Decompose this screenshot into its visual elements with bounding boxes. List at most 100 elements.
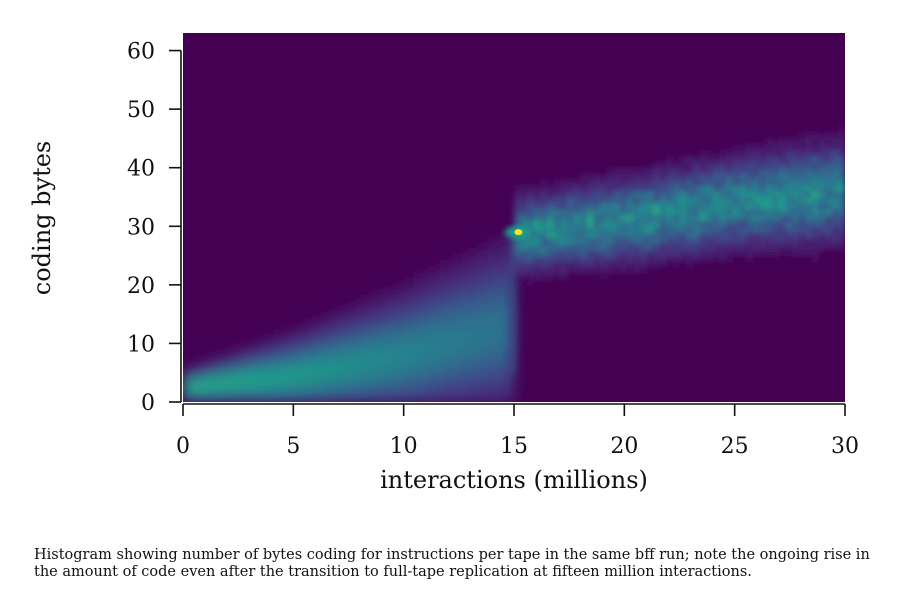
heatmap-cell <box>831 132 839 140</box>
heatmap-cell <box>831 150 839 157</box>
heatmap-cell <box>222 355 230 362</box>
heatmap-cell <box>441 267 449 274</box>
heatmap-cell <box>480 302 489 309</box>
heatmap-cell <box>778 156 787 163</box>
heatmap-cell <box>381 355 389 362</box>
heatmap-cell <box>772 150 780 157</box>
heatmap-cell <box>394 296 403 304</box>
heatmap-cell <box>778 161 787 169</box>
heatmap-cell <box>573 249 581 257</box>
heatmap-cell <box>447 284 456 292</box>
heatmap-cell <box>434 308 442 315</box>
heatmap-cell <box>679 156 687 163</box>
heatmap-cell <box>328 384 336 391</box>
heatmap-cell <box>785 167 793 175</box>
heatmap-cell <box>798 220 806 227</box>
heatmap-cell <box>514 191 522 198</box>
heatmap-cell <box>249 396 257 402</box>
heatmap-cell <box>441 279 449 286</box>
heatmap-cell <box>719 173 727 181</box>
heatmap-cell <box>222 384 230 391</box>
heatmap-cell <box>474 355 482 362</box>
heatmap-cell <box>302 378 310 386</box>
heatmap-cell <box>619 220 628 227</box>
heatmap-cell <box>659 214 667 222</box>
heatmap-cell <box>626 220 634 227</box>
heatmap-cell <box>825 191 833 198</box>
heatmap-cell <box>388 296 396 304</box>
heatmap-cell <box>275 331 283 339</box>
heatmap-cell <box>666 255 674 263</box>
heatmap-cell <box>427 343 436 350</box>
heatmap-cell <box>282 390 290 397</box>
heatmap-cell <box>725 156 734 163</box>
heatmap-cell <box>288 349 297 356</box>
heatmap-cell <box>328 378 336 386</box>
heatmap-cell <box>739 150 747 157</box>
heatmap-cell <box>540 243 548 251</box>
heatmap-cell <box>527 197 535 204</box>
heatmap-cell <box>388 366 396 374</box>
heatmap-cell <box>388 308 396 315</box>
heatmap-cell <box>348 308 356 315</box>
heatmap-cell <box>229 384 237 391</box>
heatmap-cell <box>739 185 747 192</box>
heatmap-cell <box>831 197 839 204</box>
heatmap-cell <box>785 243 793 251</box>
heatmap-cell <box>341 372 350 380</box>
heatmap-cell <box>414 284 422 292</box>
heatmap-cell <box>725 179 734 186</box>
heatmap-cell <box>394 390 403 397</box>
y-tick-label: 20 <box>127 274 155 299</box>
heatmap-cell <box>818 132 826 140</box>
heatmap-cell <box>467 249 475 257</box>
heatmap-cell <box>514 185 522 192</box>
heatmap-cell <box>229 349 237 356</box>
heatmap-cell <box>216 366 224 374</box>
heatmap-cell <box>772 138 780 145</box>
heatmap-cell <box>487 249 495 257</box>
heatmap-cell <box>302 396 310 402</box>
heatmap-cell <box>183 378 191 386</box>
heatmap-cell <box>732 144 740 151</box>
heatmap-cell <box>573 191 581 198</box>
heatmap-cell <box>414 325 422 333</box>
heatmap-cell <box>368 384 376 391</box>
heatmap-cell <box>421 343 429 350</box>
heatmap-cell <box>388 372 396 380</box>
heatmap-cell <box>573 202 581 210</box>
heatmap-cell <box>626 238 634 245</box>
heatmap-cell <box>600 185 608 192</box>
heatmap-cell <box>547 238 555 245</box>
heatmap-cell <box>653 214 661 222</box>
heatmap-cell <box>374 361 383 368</box>
heatmap-cell <box>348 390 356 397</box>
heatmap-cell <box>275 361 283 368</box>
heatmap-cell <box>355 384 363 391</box>
heatmap-cell <box>480 366 489 374</box>
heatmap-cell <box>672 173 681 181</box>
heatmap-cell <box>712 220 720 227</box>
heatmap-cell <box>606 255 614 263</box>
heatmap-cell <box>288 331 297 339</box>
heatmap-cell <box>646 261 654 268</box>
heatmap-cell <box>639 220 647 227</box>
heatmap-cell <box>401 302 409 309</box>
heatmap-cell <box>805 191 813 198</box>
heatmap-cell <box>494 396 502 402</box>
heatmap-cell <box>811 156 820 163</box>
heatmap-cell <box>745 238 753 245</box>
heatmap-cell <box>639 238 647 245</box>
heatmap-cell <box>441 355 449 362</box>
heatmap-cell <box>659 243 667 251</box>
heatmap-cell <box>805 173 813 181</box>
heatmap-cell <box>831 208 839 216</box>
heatmap-cell <box>811 173 820 181</box>
heatmap-cell <box>580 226 588 233</box>
heatmap-cell <box>235 349 244 356</box>
heatmap-cell <box>606 243 614 251</box>
heatmap-cell <box>838 144 845 151</box>
heatmap-cell <box>427 267 436 274</box>
heatmap-cell <box>785 202 793 210</box>
